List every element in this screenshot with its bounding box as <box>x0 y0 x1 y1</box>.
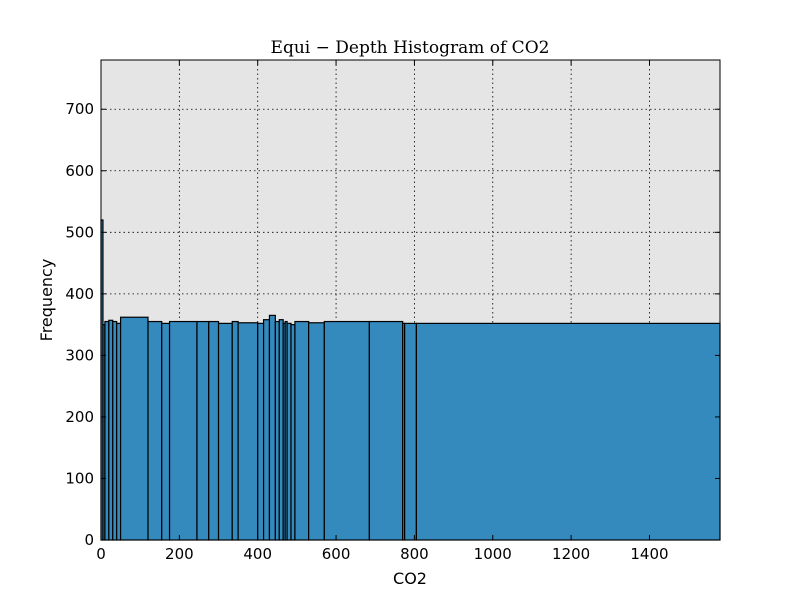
x-tick-label: 800 <box>400 545 429 563</box>
y-axis-ticks: 0 100 200 300 400 500 600 700 <box>65 100 720 549</box>
histogram-bar <box>404 322 417 541</box>
histogram-bar <box>262 319 271 541</box>
y-tick-label: 300 <box>65 346 94 364</box>
x-axis-label: CO2 <box>393 569 427 588</box>
histogram-bar <box>161 322 171 541</box>
x-axis-ticks: 0 200 400 600 800 1000 1200 1400 <box>96 60 669 563</box>
histogram-bar <box>268 314 276 541</box>
y-tick-label: 500 <box>65 223 94 241</box>
y-tick-label: 200 <box>65 408 94 426</box>
x-tick-label: 1400 <box>630 545 668 563</box>
y-tick-label: 700 <box>65 100 94 118</box>
histogram-bar <box>196 320 210 541</box>
x-tick-label: 1200 <box>552 545 590 563</box>
histogram-bar <box>168 320 198 541</box>
plot-frame <box>100 59 721 541</box>
y-axis-label: Frequency <box>37 259 56 342</box>
histogram-bar <box>308 322 325 541</box>
histogram-bar <box>231 320 239 541</box>
y-tick-label: 400 <box>65 285 94 303</box>
histogram-bar <box>119 316 149 541</box>
x-tick-label: 1000 <box>474 545 512 563</box>
x-tick-label: 600 <box>322 545 351 563</box>
y-tick-label: 600 <box>65 162 94 180</box>
histogram-bar <box>237 322 259 541</box>
histogram-bar <box>257 322 265 541</box>
histogram-bar <box>323 320 370 541</box>
histogram-bar <box>217 322 233 541</box>
histogram-bar <box>208 320 220 541</box>
histogram-bar <box>294 320 310 541</box>
histogram-bar <box>147 320 163 541</box>
x-tick-label: 200 <box>165 545 194 563</box>
x-tick-label: 400 <box>243 545 272 563</box>
histogram-bar <box>415 322 721 541</box>
histogram-bar <box>368 320 404 541</box>
y-tick-label: 100 <box>65 469 94 487</box>
x-tick-label: 0 <box>96 545 106 563</box>
y-tick-label: 0 <box>84 531 94 549</box>
chart-title: Equi − Depth Histogram of CO2 <box>271 38 550 58</box>
